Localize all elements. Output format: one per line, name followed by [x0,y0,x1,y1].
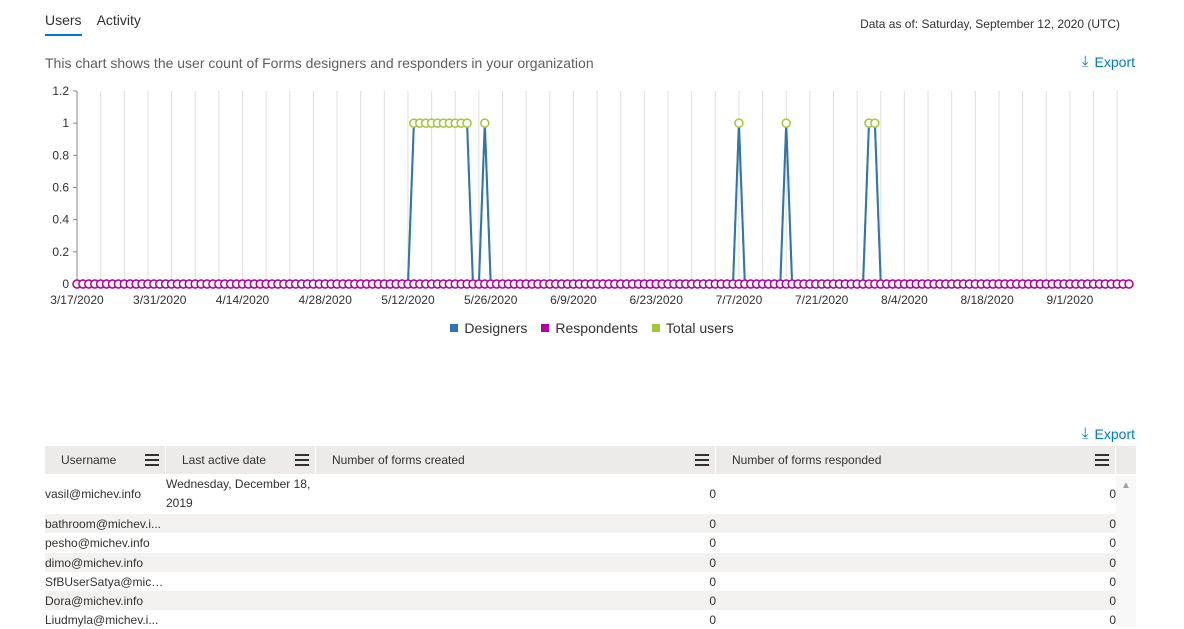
legend-swatch-total-users [651,324,660,332]
forms-created-cell: 0 [709,612,716,627]
y-tick-label: 0.4 [52,213,69,227]
legend-swatch-respondents [541,324,550,332]
forms-responded-cell: 0 [1109,555,1116,570]
forms-created-cell: 0 [709,593,716,608]
data-point [1124,279,1134,289]
forms-created-cell: 0 [709,487,716,501]
hamburger-menu-icon[interactable] [1095,454,1109,466]
column-header-forms-created[interactable]: Number of forms created [316,446,716,474]
data-point [480,118,490,128]
series-line-designers [77,122,1129,285]
x-tick-label: 3/31/2020 [133,293,187,305]
hamburger-menu-icon[interactable] [695,454,709,466]
forms-responded-cell: 0 [1109,574,1116,589]
data-point [870,118,880,128]
chart-export-button[interactable]: ⤓ Export [1082,54,1135,70]
table-row[interactable]: dimo@michev.info 0 0 [45,553,1136,572]
table-row[interactable]: bathroom@michev.i... 0 0 [45,514,1136,533]
series-line-total-users [77,122,1129,285]
x-tick-label: 8/4/2020 [881,293,928,305]
username-cell: Liudmyla@michev.i... [45,612,159,627]
export-label: Export [1094,54,1135,70]
column-label: Last active date [182,453,267,467]
legend-label-total-users: Total users [665,320,734,336]
forms-responded-cell: 0 [1109,516,1116,531]
user-count-chart: 1.2 1 0.8 0.6 0.4 0.2 0 3/17/2020 3/31/2020 4/14/… [50,84,1134,305]
username-cell: Dora@michev.info [45,593,143,608]
legend-label-designers: Designers [464,320,528,336]
users-table: Username Last active date Number of form… [45,446,1136,629]
forms-responded-cell: 0 [1109,487,1116,501]
hamburger-menu-icon[interactable] [145,454,159,466]
column-label: Number of forms created [332,453,465,467]
last-active-cell: Wednesday, December 18, 2019 [166,477,311,510]
column-header-last-active[interactable]: Last active date [166,446,316,474]
forms-created-cell: 0 [709,516,716,531]
data-as-of-label: Data as of: Saturday, September 12, 2020… [860,17,1120,31]
x-tick-label: 5/12/2020 [381,293,435,305]
legend-label-respondents: Respondents [555,320,638,336]
legend-designers[interactable]: Designers [450,320,527,336]
forms-responded-cell: 0 [1109,593,1116,608]
x-tick-label: 8/18/2020 [960,293,1014,305]
table-row[interactable]: vasil@michev.info Wednesday, December 18… [45,474,1136,514]
data-point [781,118,791,128]
hamburger-menu-icon[interactable] [295,454,309,466]
table-row[interactable]: SfBUserSatya@mich... 0 0 [45,572,1136,591]
data-point [734,118,744,128]
legend-total-users[interactable]: Total users [651,320,734,336]
x-tick-label: 6/23/2020 [629,293,683,305]
export-label: Export [1094,426,1135,442]
data-point [462,118,472,128]
column-label: Username [61,453,117,467]
x-tick-label: 4/28/2020 [299,293,353,305]
x-tick-label: 9/1/2020 [1047,293,1094,305]
legend-respondents[interactable]: Respondents [541,320,638,336]
forms-created-cell: 0 [709,555,716,570]
username-cell: dimo@michev.info [45,555,143,570]
username-cell: bathroom@michev.i... [45,516,161,531]
x-tick-label: 7/21/2020 [795,293,849,305]
download-icon: ⤓ [1081,53,1089,70]
x-tick-label: 5/26/2020 [464,293,518,305]
username-cell: pesho@michev.info [45,536,150,550]
y-tick-label: 0 [62,277,69,291]
forms-created-cell: 0 [709,536,716,550]
tab-users[interactable]: Users [45,12,82,36]
download-icon: ⤓ [1081,425,1089,442]
table-scrollbar[interactable]: ▲ [1116,476,1136,627]
column-label: Number of forms responded [732,453,882,467]
column-header-username[interactable]: Username [45,446,166,474]
table-row[interactable]: Liudmyla@michev.i... 0 0 [45,610,1136,629]
scroll-up-icon[interactable]: ▲ [1121,480,1131,491]
username-cell: vasil@michev.info [45,487,141,501]
tab-activity[interactable]: Activity [96,12,141,28]
table-header: Username Last active date Number of form… [45,446,1136,474]
chart-legend: Designers Respondents Total users [0,320,1184,336]
x-tick-label: 4/14/2020 [216,293,270,305]
username-cell: SfBUserSatya@mich... [45,574,166,589]
tab-bar: Users Activity [45,12,141,36]
chart-description: This chart shows the user count of Forms… [45,55,594,71]
x-tick-label: 3/17/2020 [50,293,104,305]
legend-swatch-designers [450,324,459,332]
x-tick-label: 7/7/2020 [716,293,763,305]
y-tick-label: 0.8 [52,148,69,162]
forms-responded-cell: 0 [1109,612,1116,627]
x-tick-label: 6/9/2020 [550,293,597,305]
table-export-button[interactable]: ⤓ Export [1082,426,1135,442]
table-row[interactable]: pesho@michev.info 0 0 [45,533,1136,553]
y-tick-label: 1 [62,116,69,130]
y-tick-label: 0.6 [52,181,69,195]
y-tick-label: 1.2 [52,84,69,98]
forms-responded-cell: 0 [1109,536,1116,550]
forms-created-cell: 0 [709,574,716,589]
table-row[interactable]: Dora@michev.info 0 0 [45,591,1136,610]
column-header-forms-responded[interactable]: Number of forms responded [716,446,1116,474]
y-tick-label: 0.2 [52,245,69,259]
